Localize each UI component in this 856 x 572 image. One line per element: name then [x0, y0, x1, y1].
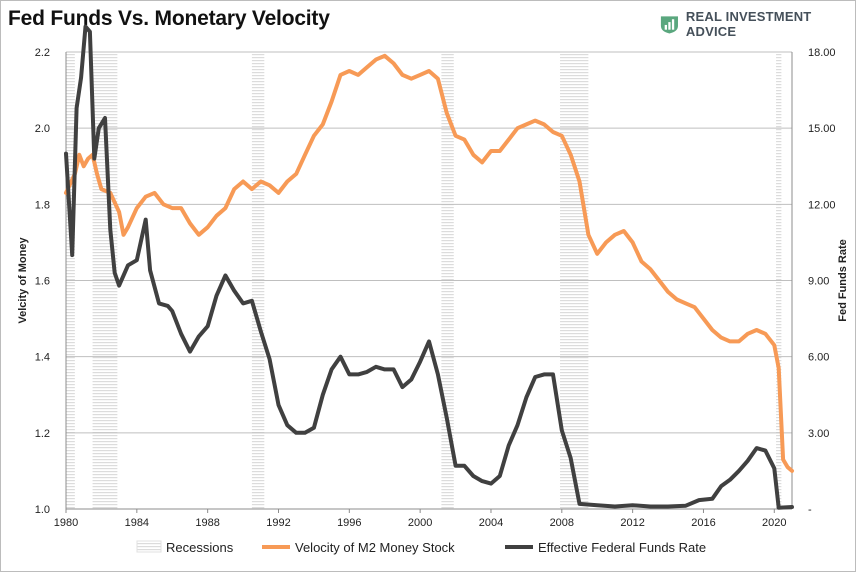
y-right-tick-label: 12.00 — [808, 199, 836, 211]
legend-entry-label: Velocity of M2 Money Stock — [295, 540, 455, 555]
x-tick-label: 2004 — [479, 517, 503, 529]
x-tick-label: 1996 — [337, 517, 361, 529]
brand: REAL INVESTMENT ADVICE — [659, 9, 856, 39]
legend-entry-label: Effective Federal Funds Rate — [538, 540, 706, 555]
brand-name: REAL INVESTMENT ADVICE — [685, 9, 812, 39]
legend-swatch-recessions — [136, 540, 162, 553]
y-right-axis-label: Fed Funds Rate — [837, 239, 849, 322]
x-tick-label: 2016 — [691, 517, 715, 529]
y-left-tick-label: 1.8 — [35, 199, 50, 211]
x-tick-label: 2008 — [550, 517, 574, 529]
legend-entry-label: Recessions — [166, 540, 234, 555]
x-tick-label: 1980 — [54, 517, 78, 529]
chart-title: Fed Funds Vs. Monetary Velocity — [8, 7, 330, 30]
y-left-tick-label: 1.4 — [35, 352, 50, 364]
y-right-tick-label: 18.00 — [808, 47, 836, 59]
y-left-tick-label: 1.0 — [35, 504, 50, 516]
y-right-tick-label: 6.00 — [808, 352, 829, 364]
rising-bars-shield-icon — [660, 16, 678, 34]
velocity-series-line — [64, 53, 794, 473]
fed-funds-series-line — [64, 24, 794, 510]
y-left-tick-label: 1.2 — [35, 428, 50, 440]
y-left-tick-label: 1.6 — [35, 276, 50, 288]
x-tick-label: 2020 — [762, 517, 786, 529]
y-left-axis-label: Velcity of Money — [17, 237, 29, 324]
x-tick-label: 1988 — [195, 517, 219, 529]
y-right-tick-label: 9.00 — [808, 276, 829, 288]
y-left-tick-label: 2.0 — [35, 123, 50, 135]
y-right-tick-label: 3.00 — [808, 428, 829, 440]
x-tick-label: 1992 — [266, 517, 290, 529]
y-right-tick-label: 15.00 — [808, 123, 836, 135]
x-tick-label: 2012 — [620, 517, 644, 529]
x-tick-label: 2000 — [408, 517, 432, 529]
x-tick-label: 1984 — [125, 517, 149, 529]
y-right-tick-label: - — [808, 504, 812, 516]
y-left-tick-label: 2.2 — [35, 47, 50, 59]
